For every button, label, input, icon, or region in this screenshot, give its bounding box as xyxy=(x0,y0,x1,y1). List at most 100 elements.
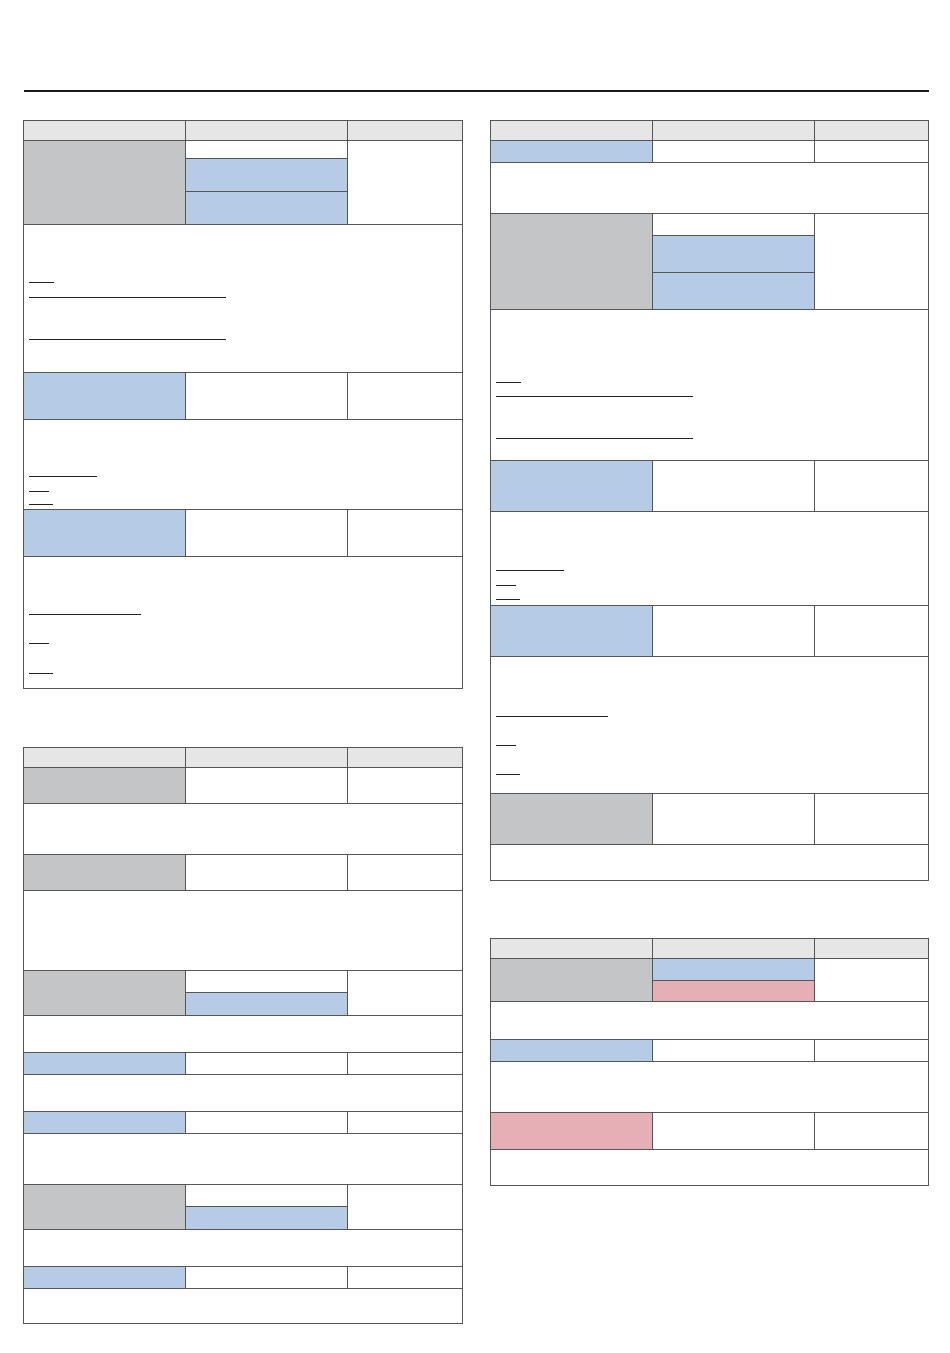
note-link-underline xyxy=(29,297,226,298)
table-cell xyxy=(652,793,814,844)
table-cell xyxy=(814,1112,928,1149)
table-note-row xyxy=(491,309,928,460)
table-cell xyxy=(652,140,814,162)
table-note-row xyxy=(24,556,462,688)
header-divider-rule xyxy=(24,90,929,92)
table-cell-merged xyxy=(814,213,928,309)
table-header-col-2 xyxy=(652,121,814,140)
table-cell-blue xyxy=(24,372,185,419)
note-link-underline xyxy=(496,599,520,600)
table-1 xyxy=(23,120,463,689)
table-cell-blue xyxy=(491,605,652,656)
table-note-row xyxy=(491,1149,928,1185)
table-note-row xyxy=(24,1074,462,1111)
table-header-col-1 xyxy=(24,121,185,140)
table-cell xyxy=(652,213,814,235)
table-cell-merged xyxy=(814,958,928,1001)
table-note-row xyxy=(24,224,462,372)
table-header-col-1 xyxy=(491,121,652,140)
note-link-underline xyxy=(496,396,693,397)
table-header-col-2 xyxy=(185,748,347,767)
table-cell-gray-merged xyxy=(491,213,652,309)
note-link-underline xyxy=(29,673,53,674)
note-link-underline xyxy=(29,643,49,644)
table-header-col-3 xyxy=(814,939,928,958)
table-4 xyxy=(490,938,929,1186)
table-note-row xyxy=(491,162,928,213)
note-link-underline xyxy=(496,716,608,717)
table-cell xyxy=(185,1184,347,1206)
note-link-underline xyxy=(496,382,521,383)
table-cell xyxy=(347,1266,462,1288)
table-cell-gray xyxy=(24,767,185,803)
table-cell xyxy=(814,793,928,844)
table-note-row xyxy=(24,890,462,970)
note-link-underline xyxy=(496,585,516,586)
table-header-col-3 xyxy=(347,748,462,767)
table-cell-blue xyxy=(24,1266,185,1288)
note-link-underline xyxy=(29,504,53,505)
table-cell-blue xyxy=(491,140,652,162)
table-cell-blue xyxy=(24,1111,185,1133)
table-cell-pink xyxy=(652,980,814,1001)
table-cell-blue xyxy=(24,1052,185,1074)
table-note-row xyxy=(24,419,462,509)
table-cell-blue xyxy=(491,460,652,511)
table-note-row xyxy=(491,511,928,605)
table-header-col-1 xyxy=(24,748,185,767)
table-cell xyxy=(652,605,814,656)
table-cell-gray xyxy=(24,854,185,890)
table-cell xyxy=(347,854,462,890)
table-cell-merged xyxy=(347,140,462,224)
table-cell xyxy=(185,372,347,419)
table-cell-blue xyxy=(185,1206,347,1229)
table-cell-blue xyxy=(652,272,814,309)
table-note-row xyxy=(24,1229,462,1266)
table-note-row xyxy=(491,844,928,880)
table-header-col-2 xyxy=(652,939,814,958)
table-cell xyxy=(814,460,928,511)
table-cell-blue xyxy=(185,158,347,191)
table-cell-blue xyxy=(185,992,347,1015)
table-cell xyxy=(814,140,928,162)
table-cell xyxy=(652,1112,814,1149)
table-cell-gray xyxy=(491,793,652,844)
table-3 xyxy=(490,120,929,881)
table-cell-merged xyxy=(347,1184,462,1229)
table-cell xyxy=(347,372,462,419)
table-note-row xyxy=(491,1061,928,1112)
table-header-col-2 xyxy=(185,121,347,140)
note-link-underline xyxy=(29,491,49,492)
table-cell-gray-merged xyxy=(24,970,185,1015)
table-cell xyxy=(185,970,347,992)
table-cell xyxy=(185,767,347,803)
table-cell-blue xyxy=(491,1039,652,1061)
table-cell xyxy=(652,460,814,511)
note-link-underline xyxy=(496,570,564,571)
table-cell xyxy=(814,1039,928,1061)
note-link-underline xyxy=(29,476,97,477)
table-cell xyxy=(185,1052,347,1074)
table-note-row xyxy=(491,1001,928,1039)
table-cell xyxy=(347,767,462,803)
note-link-underline xyxy=(496,774,520,775)
note-link-underline xyxy=(496,438,693,439)
table-note-row xyxy=(24,1133,462,1184)
table-cell xyxy=(185,509,347,556)
note-link-underline xyxy=(496,745,516,746)
note-link-underline xyxy=(29,282,54,283)
table-cell xyxy=(814,605,928,656)
table-cell xyxy=(347,1111,462,1133)
table-cell-gray-merged xyxy=(491,958,652,1001)
table-cell-merged xyxy=(347,970,462,1015)
table-cell xyxy=(347,1052,462,1074)
table-cell-blue xyxy=(24,509,185,556)
table-cell xyxy=(652,1039,814,1061)
table-header-col-3 xyxy=(347,121,462,140)
table-cell-pink xyxy=(491,1112,652,1149)
table-header-col-1 xyxy=(491,939,652,958)
table-cell xyxy=(347,509,462,556)
table-cell xyxy=(185,854,347,890)
table-note-row xyxy=(24,1288,462,1323)
table-note-row xyxy=(24,1015,462,1052)
